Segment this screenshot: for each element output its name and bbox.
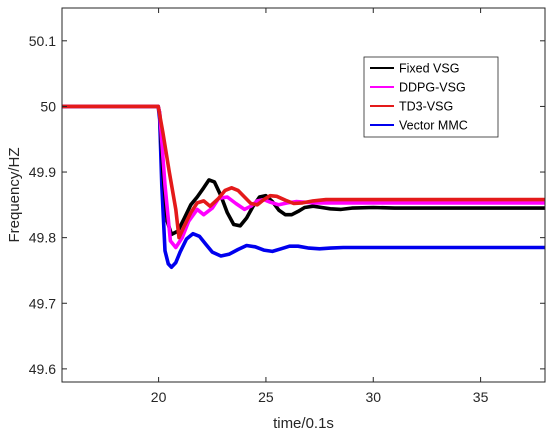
- ticks-layer: 20 25 30 35 49.6 49.7 49.8 49.9 50 50.1: [29, 8, 545, 405]
- y-tick-label: 50.1: [29, 33, 56, 49]
- y-tick-label: 49.9: [29, 164, 56, 180]
- x-tick-label: 35: [473, 389, 489, 405]
- series-line-td3-vsg: [62, 104, 545, 240]
- y-tick-label: 50: [40, 98, 56, 114]
- y-tick-label: 49.8: [29, 230, 56, 246]
- series-layer: [62, 104, 545, 270]
- axes-box: [61, 7, 546, 383]
- y-axis-label: Frequency/HZ: [6, 147, 23, 242]
- legend-entry-label: DDPG-VSG: [399, 81, 466, 95]
- x-tick-label: 20: [151, 389, 167, 405]
- legend-entry-label: Vector MMC: [399, 119, 468, 133]
- legend-entry-label: TD3-VSG: [399, 100, 453, 114]
- y-tick-label: 49.6: [29, 361, 56, 377]
- y-tick-label: 49.7: [29, 295, 56, 311]
- legend-box: [363, 56, 499, 138]
- legend: Fixed VSG DDPG-VSG TD3-VSG Vector MMC: [363, 56, 499, 138]
- series-line-vector-mmc: [62, 104, 545, 270]
- x-tick-label: 30: [365, 389, 381, 405]
- legend-entry-label: Fixed VSG: [399, 62, 459, 76]
- x-tick-label: 25: [258, 389, 274, 405]
- x-axis-label: time/0.1s: [273, 415, 334, 432]
